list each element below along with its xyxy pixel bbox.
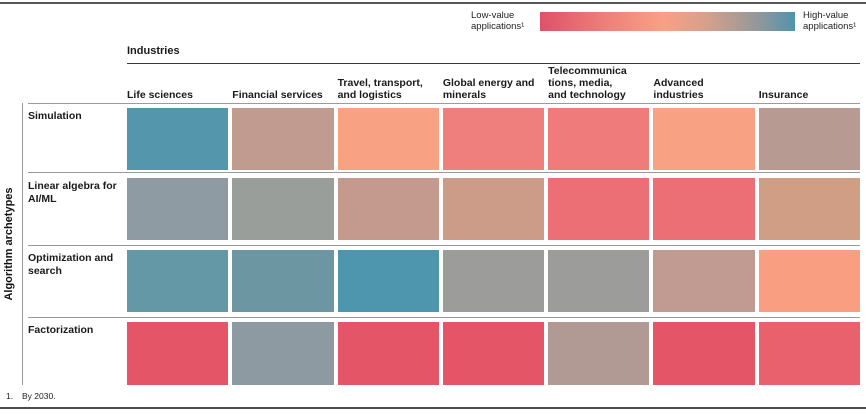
heatmap-cell bbox=[442, 108, 545, 170]
y-axis-line bbox=[22, 103, 23, 385]
heatmap-cell bbox=[127, 108, 229, 170]
column-header-insurance: Insurance bbox=[758, 88, 809, 101]
column-headers: Life sciences Financial services Travel,… bbox=[127, 62, 860, 106]
heatmap-cell bbox=[758, 108, 860, 170]
heatmap-cell bbox=[758, 322, 860, 385]
column-header-energy: Global energy and minerals bbox=[442, 76, 535, 101]
heatmap-cell bbox=[758, 250, 860, 312]
heatmap-cell bbox=[548, 250, 650, 312]
column-header-travel: Travel, transport, and logistics bbox=[337, 76, 423, 101]
legend-gradient-bar bbox=[540, 12, 795, 31]
row-label-optimization: Optimization and search bbox=[28, 252, 114, 278]
heatmap-cell bbox=[442, 322, 545, 385]
x-axis-group-title: Industries bbox=[127, 45, 180, 57]
bottom-rule bbox=[0, 407, 866, 409]
heatmap-cell bbox=[442, 178, 545, 240]
heatmap-cell bbox=[127, 322, 229, 385]
heatmap-cell bbox=[232, 108, 334, 170]
matrix-row: Simulation bbox=[28, 103, 860, 172]
column-header-financial: Financial services bbox=[232, 88, 323, 101]
heatmap-cell bbox=[653, 322, 755, 385]
heatmap-cell bbox=[337, 250, 439, 312]
heatmap-cell bbox=[548, 322, 650, 385]
matrix-row: Factorization bbox=[28, 317, 860, 389]
row-label-factorization: Factorization bbox=[28, 324, 94, 336]
matrix-row: Optimization and search bbox=[28, 245, 860, 317]
heatmap-cell bbox=[337, 322, 439, 385]
heatmap-cell bbox=[653, 108, 755, 170]
heatmap-cell bbox=[548, 178, 650, 240]
footnote: 1. By 2030. bbox=[6, 391, 56, 401]
heatmap-cell bbox=[337, 178, 439, 240]
heatmap-cell bbox=[232, 322, 334, 385]
header-rule bbox=[127, 63, 860, 64]
heatmap-cell bbox=[127, 250, 229, 312]
y-axis-title: Algorithm archetypes bbox=[3, 187, 15, 301]
matrix-row: Linear algebra for AI/ML bbox=[28, 172, 860, 245]
heatmap-cell bbox=[653, 178, 755, 240]
heatmap-cell bbox=[442, 250, 545, 312]
footnote-marker: 1. bbox=[6, 391, 14, 401]
footnote-text: By 2030. bbox=[22, 391, 56, 401]
heatmap-cell bbox=[232, 178, 334, 240]
heatmap-cell bbox=[127, 178, 229, 240]
row-label-linear-algebra: Linear algebra for AI/ML bbox=[28, 180, 117, 206]
legend-high-label: High-value applications¹ bbox=[803, 10, 857, 33]
heatmap-cell bbox=[653, 250, 755, 312]
column-header-telecom: Telecommunica tions, media, and technolo… bbox=[548, 64, 627, 101]
heatmap-cell bbox=[548, 108, 650, 170]
heatmap-cell bbox=[232, 250, 334, 312]
row-label-simulation: Simulation bbox=[28, 110, 82, 122]
heatmap-cell bbox=[337, 108, 439, 170]
heatmap-cell bbox=[758, 178, 860, 240]
top-rule bbox=[0, 2, 866, 4]
legend-low-label: Low-value applications¹ bbox=[471, 10, 525, 33]
column-header-advanced: Advanced industries bbox=[653, 76, 704, 101]
column-header-life-sciences: Life sciences bbox=[127, 88, 193, 101]
